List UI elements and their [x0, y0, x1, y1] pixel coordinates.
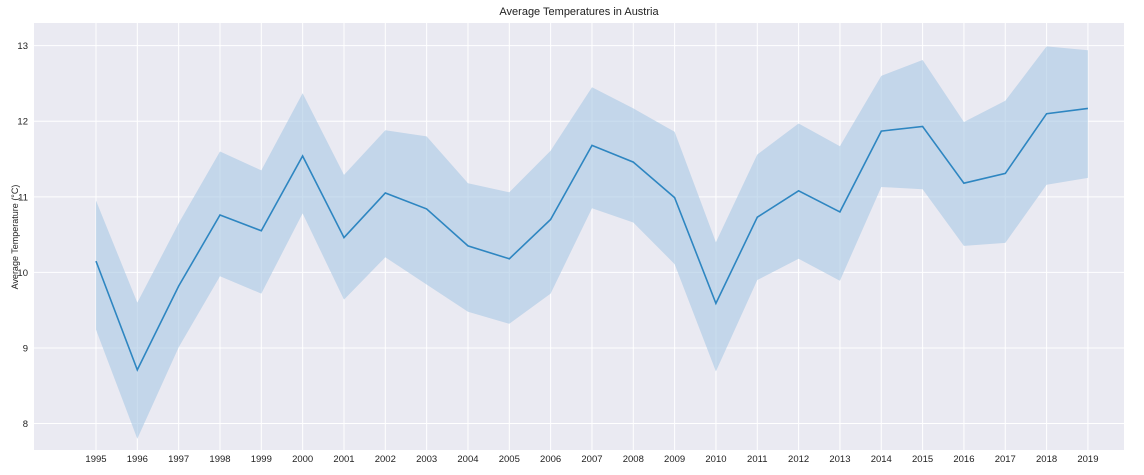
- x-tick-label: 2002: [375, 454, 396, 465]
- x-tick-label: 1996: [127, 454, 148, 465]
- x-tick-label: 1995: [85, 454, 106, 465]
- x-tick-label: 2014: [871, 454, 892, 465]
- x-tick-label: 2015: [912, 454, 933, 465]
- y-axis-label: Average Temperature (°C): [10, 185, 20, 290]
- y-tick-label: 12: [17, 117, 28, 128]
- x-tick-label: 2000: [292, 454, 313, 465]
- x-tick-label: 2001: [333, 454, 354, 465]
- x-tick-label: 2009: [664, 454, 685, 465]
- x-tick-label: 2011: [747, 454, 767, 465]
- x-tick-label: 2005: [499, 454, 520, 465]
- x-tick-label: 2003: [416, 454, 437, 465]
- x-tick-label: 2013: [829, 454, 850, 465]
- x-tick-label: 2008: [623, 454, 644, 465]
- x-tick-label: 1999: [251, 454, 272, 465]
- confidence-band: [96, 46, 1088, 439]
- x-tick-label: 1998: [209, 454, 230, 465]
- x-tick-label: 2017: [995, 454, 1016, 465]
- y-tick-label: 11: [18, 192, 28, 203]
- x-tick-label: 2006: [540, 454, 561, 465]
- x-tick-label: 2010: [705, 454, 726, 465]
- x-tick-label: 1997: [168, 454, 189, 465]
- chart-title: Average Temperatures in Austria: [499, 6, 659, 18]
- x-tick-label: 2007: [581, 454, 602, 465]
- y-tick-label: 9: [23, 343, 28, 354]
- x-tick-label: 2012: [788, 454, 809, 465]
- x-axis-ticks: 1995 1996 1997 1998 1999 2000 2001 2002 2003 2004…: [85, 454, 1098, 465]
- series-line: [95, 107, 1089, 372]
- x-tick-label: 2016: [953, 454, 974, 465]
- x-tick-label: 2018: [1036, 454, 1057, 465]
- x-tick-label: 2019: [1077, 454, 1098, 465]
- y-axis-ticks: 8 9 10 11 12 13: [17, 41, 28, 430]
- x-tick-label: 2004: [457, 454, 478, 465]
- y-tick-label: 10: [17, 268, 28, 279]
- y-tick-label: 8: [23, 419, 28, 430]
- y-tick-label: 13: [17, 41, 28, 52]
